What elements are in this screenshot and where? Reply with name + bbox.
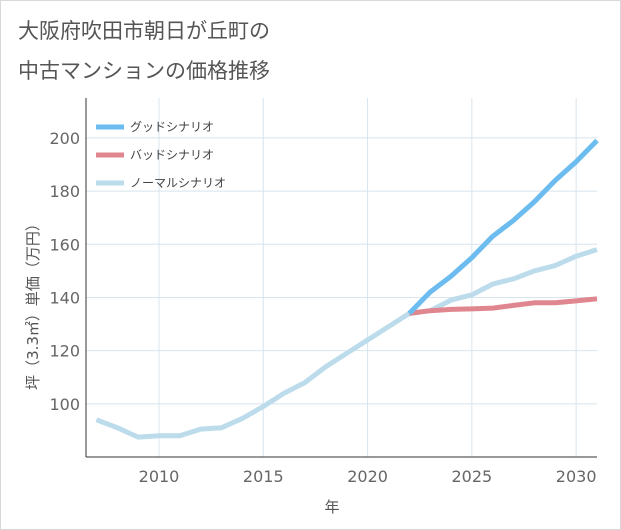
chart-title-line-2: 中古マンションの価格推移 — [18, 59, 270, 83]
x-tick-label: 2020 — [347, 467, 388, 486]
y-tick-label: 120 — [49, 342, 80, 361]
legend-label-1: グッドシナリオ — [130, 120, 214, 134]
x-tick-label: 2030 — [556, 467, 597, 486]
y-tick-label: 140 — [49, 288, 80, 307]
series-line-2 — [408, 296, 598, 316]
y-tick-label: 200 — [49, 129, 80, 148]
legend-label-3: ノーマルシナリオ — [130, 176, 226, 190]
x-tick-label: 2025 — [451, 467, 492, 486]
x-tick-label: 2010 — [139, 467, 180, 486]
legend-label-2: バッドシナリオ — [130, 148, 214, 162]
series-lines — [95, 138, 599, 440]
chart-title-line-1: 大阪府吹田市朝日が丘町の — [18, 19, 270, 43]
axes: 2010 2015 2020 2025 2030 100 120 140 160 180 200 — [49, 98, 597, 486]
grid — [86, 98, 597, 457]
y-tick-label: 180 — [49, 182, 80, 201]
series-line-3 — [95, 247, 598, 440]
x-axis-label: 年 — [324, 498, 339, 516]
x-tick-label: 2015 — [243, 467, 284, 486]
y-axis-label: 坪（3.3㎡）単価（万円） — [24, 216, 42, 390]
series-line-1 — [407, 138, 599, 316]
y-tick-label: 160 — [49, 235, 80, 254]
y-tick-label: 100 — [49, 395, 80, 414]
